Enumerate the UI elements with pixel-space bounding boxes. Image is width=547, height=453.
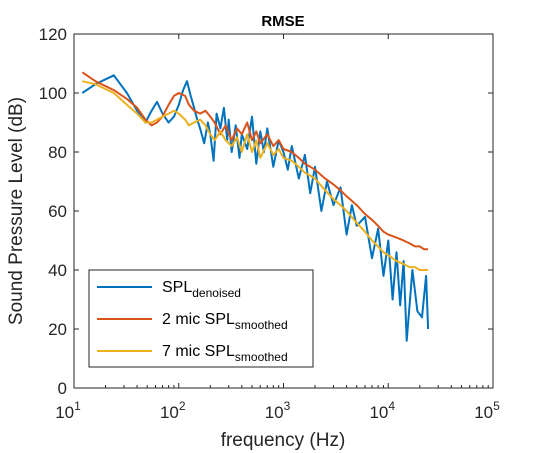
series-lines	[81, 71, 430, 342]
x-axis-label: frequency (Hz)	[221, 430, 346, 451]
series-line-3	[82, 80, 429, 271]
y-tick-label: 60	[48, 202, 67, 221]
x-tick-exponent: 5	[493, 399, 500, 413]
y-tick-label: 20	[48, 320, 67, 339]
y-tick-label: 40	[48, 261, 67, 280]
x-tick-label: 105	[474, 399, 500, 422]
legend-label-subscript: smoothed	[235, 318, 288, 332]
y-tick-label: 80	[48, 143, 67, 162]
y-tick-label: 0	[58, 379, 67, 398]
series-line-2	[81, 71, 429, 251]
x-tick-label: 103	[265, 399, 291, 422]
legend-label-subscript: smoothed	[235, 350, 288, 364]
chart-title: RMSE	[261, 13, 304, 30]
x-tick-exponent: 2	[179, 399, 186, 413]
x-tick-label: 101	[55, 399, 81, 422]
legend-label-subscript: denoised	[192, 286, 241, 300]
y-axis-label: Sound Pressure Level (dB)	[6, 97, 27, 325]
x-tick-exponent: 3	[284, 399, 291, 413]
x-tick-exponent: 4	[388, 399, 395, 413]
y-tick-label: 100	[39, 84, 67, 103]
y-tick-label: 120	[39, 25, 67, 44]
x-tick-label: 104	[369, 399, 395, 422]
x-tick-label: 102	[160, 399, 186, 422]
x-tick-exponent: 1	[74, 399, 81, 413]
